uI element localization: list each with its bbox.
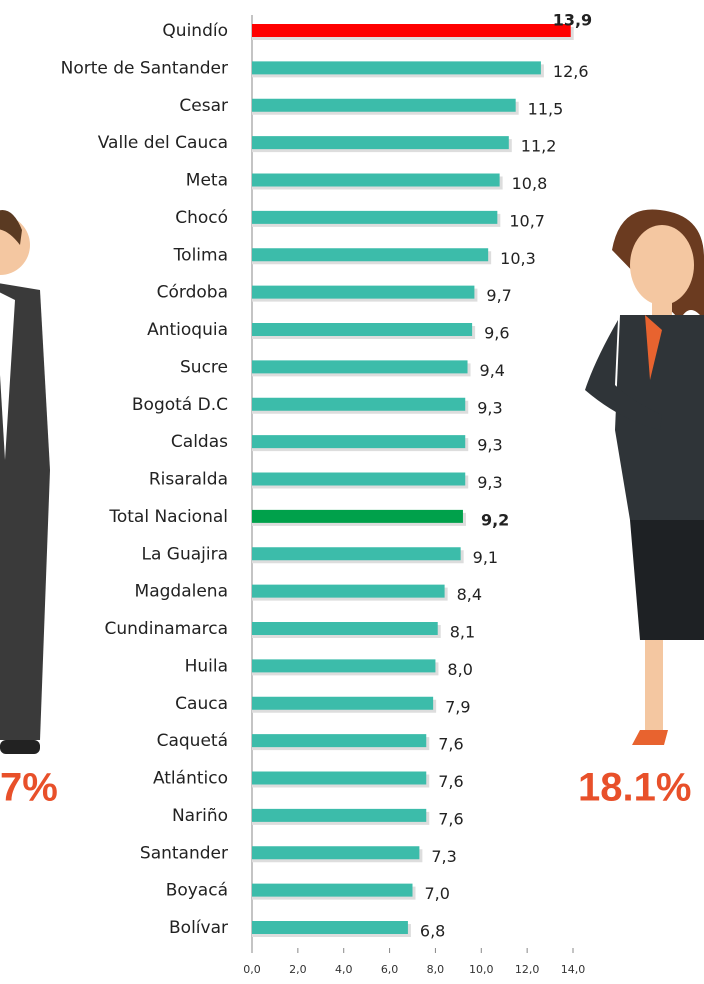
x-tick-label: 0,0 xyxy=(243,963,261,976)
value-label: 9,3 xyxy=(477,436,502,455)
category-label: Tolima xyxy=(173,245,228,265)
category-label: Boyacá xyxy=(166,881,228,901)
bar xyxy=(252,584,445,598)
x-tick-label: 10,0 xyxy=(469,963,494,976)
bar xyxy=(252,734,427,748)
x-tick-label: 2,0 xyxy=(289,963,307,976)
value-label: 10,8 xyxy=(512,174,548,193)
category-label: Bolívar xyxy=(169,918,228,938)
category-label: Norte de Santander xyxy=(61,58,228,78)
annotation: 7% xyxy=(0,766,58,810)
bar xyxy=(252,696,434,710)
value-label: 9,4 xyxy=(480,361,505,380)
category-label: Valle del Cauca xyxy=(98,133,228,153)
bar xyxy=(252,397,466,411)
bar xyxy=(252,61,541,75)
bar xyxy=(252,210,498,224)
bar xyxy=(252,659,436,673)
category-label: Caquetá xyxy=(157,731,228,751)
category-label: Caldas xyxy=(171,432,228,452)
bar xyxy=(252,472,466,486)
category-label: Chocó xyxy=(175,208,228,228)
category-label: Córdoba xyxy=(157,283,228,303)
value-label: 11,2 xyxy=(521,137,557,156)
value-label: 9,1 xyxy=(473,548,498,567)
value-label: 7,9 xyxy=(445,697,470,716)
category-label: Quindío xyxy=(162,21,228,41)
woman-figure xyxy=(585,209,704,745)
bar xyxy=(252,846,420,860)
value-label: 6,8 xyxy=(420,922,445,941)
category-label: Cundinamarca xyxy=(105,619,228,639)
value-label: 9,3 xyxy=(477,398,502,417)
category-label: Huila xyxy=(185,656,228,676)
category-label: Santander xyxy=(140,843,228,863)
category-label: Sucre xyxy=(180,357,228,377)
category-label: Antioquia xyxy=(147,320,228,340)
value-label: 9,7 xyxy=(486,286,511,305)
category-label: Nariño xyxy=(172,806,228,826)
bar xyxy=(252,24,571,37)
value-label: 13,9 xyxy=(553,11,592,30)
category-label: Magdalena xyxy=(135,582,228,602)
bar xyxy=(252,435,466,449)
value-label: 7,6 xyxy=(438,809,463,828)
bar xyxy=(252,285,475,299)
value-label: 10,3 xyxy=(500,249,536,268)
bar xyxy=(252,360,468,374)
value-label: 9,3 xyxy=(477,473,502,492)
x-tick-label: 8,0 xyxy=(427,963,445,976)
bar xyxy=(252,136,509,150)
x-tick-label: 6,0 xyxy=(381,963,399,976)
category-label: Meta xyxy=(186,171,228,191)
bar xyxy=(252,323,473,336)
man-figure xyxy=(0,210,50,754)
category-label: Cesar xyxy=(179,96,228,116)
bar xyxy=(252,771,427,785)
value-label: 7,3 xyxy=(431,847,456,866)
value-label: 10,7 xyxy=(509,211,545,230)
value-label: 8,1 xyxy=(450,623,475,642)
bar xyxy=(252,547,461,561)
value-label: 8,0 xyxy=(447,660,472,679)
category-label: Total Nacional xyxy=(108,507,228,527)
bar xyxy=(252,622,438,635)
category-label: Atlántico xyxy=(153,769,228,789)
bar xyxy=(252,808,427,822)
bar xyxy=(252,173,500,187)
value-label: 7,6 xyxy=(438,772,463,791)
value-label: 9,6 xyxy=(484,324,509,343)
x-tick-label: 14,0 xyxy=(561,963,586,976)
value-label: 11,5 xyxy=(528,99,564,118)
value-label: 7,0 xyxy=(425,884,450,903)
category-label: Bogotá D.C xyxy=(132,395,228,415)
category-label: La Guajira xyxy=(141,544,228,564)
category-label: Risaralda xyxy=(149,470,228,490)
bar xyxy=(252,509,463,523)
x-tick-label: 12,0 xyxy=(515,963,540,976)
bar xyxy=(252,883,413,897)
category-label: Cauca xyxy=(175,694,228,714)
value-label: 12,6 xyxy=(553,62,589,81)
bar xyxy=(252,921,408,934)
value-label: 8,4 xyxy=(457,585,482,604)
value-label: 9,2 xyxy=(481,510,509,529)
bar xyxy=(252,248,489,262)
x-tick-label: 4,0 xyxy=(335,963,353,976)
annotation: 18.1% xyxy=(578,766,691,810)
value-label: 7,6 xyxy=(438,735,463,754)
bar xyxy=(252,98,516,112)
